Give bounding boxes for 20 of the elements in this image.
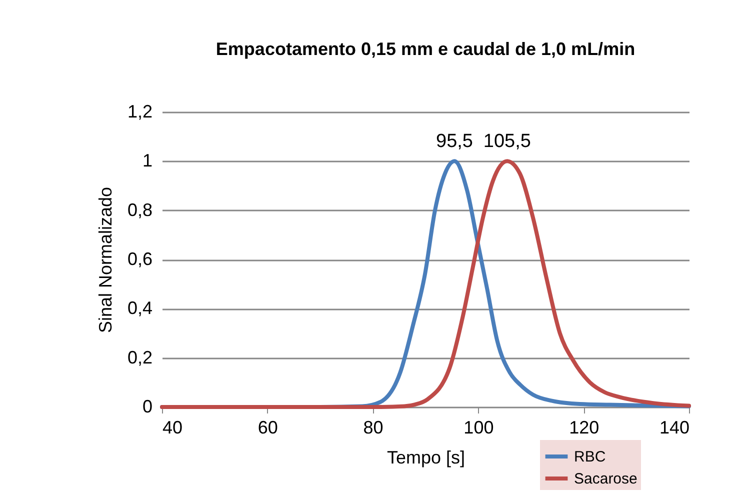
legend-label: RBC [574, 448, 606, 466]
x-tick-label: 80 [363, 418, 384, 438]
y-tick-label: 0 [142, 396, 152, 416]
y-tick-label: 1,2 [127, 102, 152, 122]
y-tick-label: 0,2 [127, 347, 152, 368]
y-axis-title: Sinal Normalizado [95, 186, 116, 334]
y-tick-label: 0,6 [127, 249, 152, 269]
x-axis-title: Tempo [s] [386, 448, 466, 468]
annotation: 95,5 [436, 131, 473, 152]
x-tick-label: 140 [659, 418, 690, 438]
y-tick-label: 0,8 [127, 200, 152, 220]
annotation: 105,5 [483, 131, 531, 152]
legend-label: Sacarose [574, 470, 638, 488]
chart-title: Empacotamento 0,15 mm e caudal de 1,0 mL/min [216, 39, 636, 59]
x-tick-label: 100 [464, 418, 494, 438]
x-tick-label: 40 [162, 418, 183, 438]
y-tick-label: 1 [142, 150, 152, 171]
x-tick-label: 60 [258, 418, 278, 438]
y-tick-label: 0,4 [127, 298, 152, 318]
x-tick-label: 120 [569, 418, 600, 438]
